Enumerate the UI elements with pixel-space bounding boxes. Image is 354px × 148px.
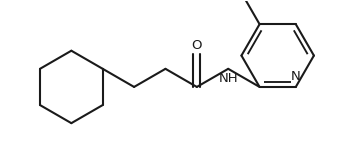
Text: N: N <box>291 70 301 83</box>
Text: O: O <box>192 39 202 52</box>
Text: NH: NH <box>218 72 238 85</box>
